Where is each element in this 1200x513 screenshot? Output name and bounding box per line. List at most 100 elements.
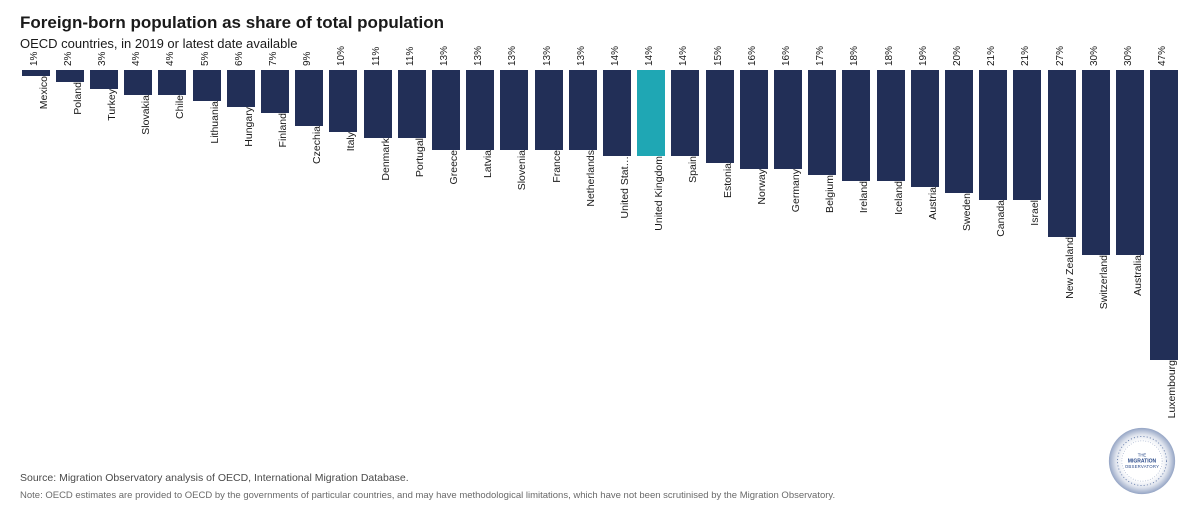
bar-category-label: Italy	[339, 132, 357, 151]
bar-category-label: Norway	[750, 169, 768, 205]
bar-value-label: 13%	[507, 46, 518, 66]
bar-chart: 1%Mexico 2%Poland 3%Turkey4%Slovakia4%Chil…	[20, 70, 1180, 440]
bar-value-label: 13%	[576, 46, 587, 66]
bar-category-label: Luxembourg	[1160, 360, 1178, 418]
bar-category-label: Netherlands	[579, 150, 597, 207]
bar-category-label: Latvia	[476, 150, 494, 178]
bar-value-label: 3%	[97, 52, 108, 66]
bar-col: 13%Netherlands	[567, 70, 598, 360]
bar: 20%Sweden	[945, 70, 973, 193]
bar: 13%Slovenia	[500, 70, 528, 150]
bar: 2%Poland	[56, 70, 84, 82]
bar: 9%Czechia	[295, 70, 323, 126]
bar-col: 13%Slovenia	[499, 70, 530, 360]
bar: 13%Greece	[432, 70, 460, 150]
bar-value-label: 27%	[1055, 46, 1066, 66]
bar-category-label: Hungary	[237, 107, 255, 147]
bar-value-label: 21%	[986, 46, 997, 66]
bar-category-label: Slovakia	[134, 95, 152, 135]
bar-value-label: 13%	[473, 46, 484, 66]
bar: 16%Norway	[740, 70, 768, 169]
bar-col: 47%Luxembourg	[1149, 70, 1180, 360]
bar: 17%Belgium	[808, 70, 836, 175]
bar-col: 13%Greece	[430, 70, 461, 360]
bar-value-label: 18%	[849, 46, 860, 66]
bar: 16%Germany	[774, 70, 802, 169]
bar-value-label: 13%	[439, 46, 450, 66]
bar-category-label: Germany	[784, 169, 802, 212]
bar: 14%United Stat…	[603, 70, 631, 156]
bar-col: 10%Italy	[328, 70, 359, 360]
bars-container: 1%Mexico 2%Poland 3%Turkey4%Slovakia4%Chil…	[20, 70, 1180, 360]
bar: 11%Portugal	[398, 70, 426, 138]
bar-col: 19%Austria	[909, 70, 940, 360]
bar: 14%Spain	[671, 70, 699, 156]
bar-col: 30%Switzerland	[1080, 70, 1111, 360]
bar-value-label: 11%	[405, 47, 416, 66]
bar-category-label: New Zealand	[1058, 237, 1076, 299]
bar-col: 5%Lithuania	[191, 70, 222, 360]
bar-col: 13%France	[533, 70, 564, 360]
bar-value-label: 18%	[884, 46, 895, 66]
bar: 13%Netherlands	[569, 70, 597, 150]
bar-category-label: France	[545, 150, 563, 183]
svg-text:OBSERVATORY: OBSERVATORY	[1125, 464, 1159, 469]
bar-category-label: United Kingdom	[647, 156, 665, 231]
bar-col: 21%Canada	[978, 70, 1009, 360]
bar-value-label: 9%	[302, 52, 313, 66]
bar-col: 15%Estonia	[704, 70, 735, 360]
bar-category-label: United Stat…	[613, 156, 631, 218]
bar-col: 18%Ireland	[841, 70, 872, 360]
bar-category-label: Australia	[1126, 255, 1144, 296]
bar-value-label: 30%	[1123, 46, 1134, 66]
bar-value-label: 47%	[1157, 46, 1168, 66]
bar: 6%Hungary	[227, 70, 255, 107]
bar-value-label: 4%	[165, 52, 176, 66]
bar: 47%Luxembourg	[1150, 70, 1178, 360]
bar-value-label: 10%	[336, 46, 347, 66]
bar-value-label: 20%	[952, 46, 963, 66]
bar-category-label: Belgium	[818, 175, 836, 213]
bar-col: 2%Poland	[54, 70, 85, 360]
bar-category-label: Iceland	[887, 181, 905, 215]
bar: 4%Slovakia	[124, 70, 152, 95]
bar-category-label: Czechia	[305, 126, 323, 164]
bar-value-label: 16%	[747, 46, 758, 66]
bar-category-label: Switzerland	[1092, 255, 1110, 309]
bar-col: 1%Mexico	[20, 70, 51, 360]
bar-col: 14%Spain	[670, 70, 701, 360]
bar-category-label: Canada	[989, 200, 1007, 237]
bar-category-label: Portugal	[408, 138, 426, 177]
bar-col: 18%Iceland	[875, 70, 906, 360]
bar-value-label: 17%	[815, 46, 826, 66]
bar-col: 11%Portugal	[396, 70, 427, 360]
bar-value-label: 14%	[678, 46, 689, 66]
bar: 14%United Kingdom	[637, 70, 665, 156]
bar: 15%Estonia	[706, 70, 734, 163]
svg-text:THE: THE	[1138, 453, 1147, 458]
bar: 18%Ireland	[842, 70, 870, 181]
bar-value-label: 16%	[781, 46, 792, 66]
bar: 21%Israel	[1013, 70, 1041, 200]
bar: 30%Switzerland	[1082, 70, 1110, 255]
bar-col: 27%New Zealand	[1046, 70, 1077, 360]
chart-subtitle: OECD countries, in 2019 or latest date a…	[20, 36, 1180, 51]
chart-footer: Source: Migration Observatory analysis o…	[20, 472, 1180, 501]
bar: 13%France	[535, 70, 563, 150]
bar-col: 4%Chile	[157, 70, 188, 360]
bar-category-label: Turkey	[100, 89, 118, 121]
bar-value-label: 13%	[542, 46, 553, 66]
bar-value-label: 2%	[63, 52, 74, 66]
bar-value-label: 14%	[610, 46, 621, 66]
bar-value-label: 1%	[29, 52, 40, 66]
bar: 4%Chile	[158, 70, 186, 95]
bar-col: 4%Slovakia	[123, 70, 154, 360]
bar-col: 3%Turkey	[88, 70, 119, 360]
bar: 18%Iceland	[877, 70, 905, 181]
bar-category-label: Lithuania	[203, 101, 221, 144]
bar: 10%Italy	[329, 70, 357, 132]
bar-value-label: 6%	[234, 52, 245, 66]
bar-col: 30%Australia	[1115, 70, 1146, 360]
bar-col: 21%Israel	[1012, 70, 1043, 360]
bar-col: 13%Latvia	[465, 70, 496, 360]
